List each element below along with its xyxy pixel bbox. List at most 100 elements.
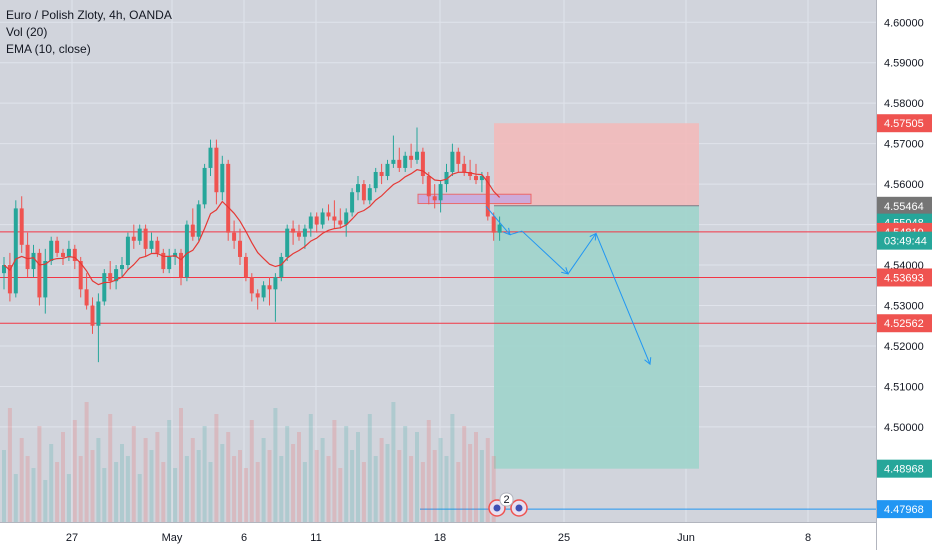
candle-body[interactable] <box>438 184 443 201</box>
candle-body[interactable] <box>474 176 478 181</box>
candle-body[interactable] <box>173 252 178 257</box>
candle-body[interactable] <box>167 256 172 270</box>
candle-body[interactable] <box>249 277 254 294</box>
candle-body[interactable] <box>291 228 296 233</box>
candle-body[interactable] <box>161 252 166 270</box>
candle-body[interactable] <box>273 277 278 290</box>
candle-body[interactable] <box>497 224 502 233</box>
candle-body[interactable] <box>432 196 437 201</box>
candle-body[interactable] <box>314 216 319 225</box>
candle-body[interactable] <box>344 212 349 225</box>
supply-zone-rectangle[interactable] <box>417 193 532 205</box>
candle-body[interactable] <box>356 184 360 193</box>
candle-body[interactable] <box>261 285 266 298</box>
candle-body[interactable] <box>13 208 18 294</box>
candle-body[interactable] <box>226 163 231 233</box>
candle-body[interactable] <box>184 224 189 278</box>
candle-body[interactable] <box>7 265 12 294</box>
candle-body[interactable] <box>238 240 242 257</box>
candle-body[interactable] <box>338 220 343 225</box>
candle-body[interactable] <box>426 176 431 197</box>
candle-body[interactable] <box>308 216 313 229</box>
candle-body[interactable] <box>155 240 160 253</box>
candle-body[interactable] <box>202 167 207 205</box>
candle-body[interactable] <box>379 171 384 177</box>
candle-body[interactable] <box>131 236 136 241</box>
candle-body[interactable] <box>320 212 325 225</box>
candle-body[interactable] <box>302 228 307 237</box>
candle-body[interactable] <box>415 151 419 160</box>
candle-body[interactable] <box>37 252 42 298</box>
candle-body[interactable] <box>491 216 496 233</box>
candle-body[interactable] <box>114 269 119 282</box>
stop-loss-zone[interactable] <box>494 123 699 206</box>
candle-body[interactable] <box>367 188 372 201</box>
candle-body[interactable] <box>297 232 301 237</box>
candle-body[interactable] <box>125 236 130 266</box>
candle-body[interactable] <box>267 285 272 290</box>
candle-body[interactable] <box>149 240 154 249</box>
candle-body[interactable] <box>214 147 219 193</box>
candle-body[interactable] <box>279 256 284 278</box>
candle-body[interactable] <box>25 244 30 270</box>
candle-body[interactable] <box>90 305 95 326</box>
projection-segment[interactable] <box>521 230 569 275</box>
candle-body[interactable] <box>78 261 83 290</box>
projection-segment[interactable] <box>485 206 511 236</box>
candle-body[interactable] <box>332 216 337 221</box>
candle-body[interactable] <box>397 159 402 168</box>
candle-body[interactable] <box>409 155 414 160</box>
candle-body[interactable] <box>49 240 54 261</box>
candle-body[interactable] <box>55 240 60 253</box>
price-label-badge <box>877 459 932 478</box>
candle-body[interactable] <box>190 224 195 237</box>
candle-body[interactable] <box>96 301 101 326</box>
candle-body[interactable] <box>373 171 378 189</box>
candle-body[interactable] <box>385 163 390 177</box>
candle-body[interactable] <box>255 293 260 298</box>
projection-segment[interactable] <box>567 233 597 275</box>
candle-body[interactable] <box>61 252 65 257</box>
candle-body[interactable] <box>350 192 355 213</box>
candle-body[interactable] <box>196 204 201 237</box>
candle-body[interactable] <box>179 252 183 278</box>
candle-body[interactable] <box>66 248 71 257</box>
candle-body[interactable] <box>444 171 449 185</box>
candle-body[interactable] <box>468 171 473 177</box>
candle-body[interactable] <box>403 155 408 168</box>
candle-body[interactable] <box>120 265 124 270</box>
candle-body[interactable] <box>485 176 490 217</box>
candle-body[interactable] <box>31 252 36 270</box>
candle-body[interactable] <box>243 256 248 278</box>
candle-body[interactable] <box>456 151 461 164</box>
candle-body[interactable] <box>72 248 77 261</box>
candle-body[interactable] <box>220 163 225 193</box>
candle-body[interactable] <box>450 151 455 172</box>
candle-body[interactable] <box>84 289 89 306</box>
candle-body[interactable] <box>137 228 142 241</box>
candle-body[interactable] <box>19 208 24 245</box>
candle-body[interactable] <box>285 228 290 257</box>
projection-segment[interactable] <box>595 233 651 365</box>
projection-segment[interactable] <box>509 230 523 236</box>
volume-indicator-label[interactable]: Vol (20) <box>6 25 48 39</box>
candle-body[interactable] <box>479 176 484 181</box>
price-tick-label: 4.59000 <box>884 58 924 70</box>
candle-body[interactable] <box>232 232 237 241</box>
take-profit-zone[interactable] <box>494 205 699 469</box>
candle-body[interactable] <box>326 212 331 217</box>
candle-body[interactable] <box>391 159 396 164</box>
ema-indicator-label[interactable]: EMA (10, close) <box>6 42 91 56</box>
candle-body[interactable] <box>108 273 113 282</box>
candle-body[interactable] <box>2 265 6 274</box>
candle-body[interactable] <box>102 273 107 302</box>
candle-body[interactable] <box>420 151 425 177</box>
candle-body[interactable] <box>462 163 467 172</box>
candle-body[interactable] <box>143 228 148 249</box>
flag-icon <box>515 504 523 512</box>
candle-body[interactable] <box>43 261 48 298</box>
candle-body[interactable] <box>361 184 366 201</box>
candle-body[interactable] <box>208 147 213 168</box>
